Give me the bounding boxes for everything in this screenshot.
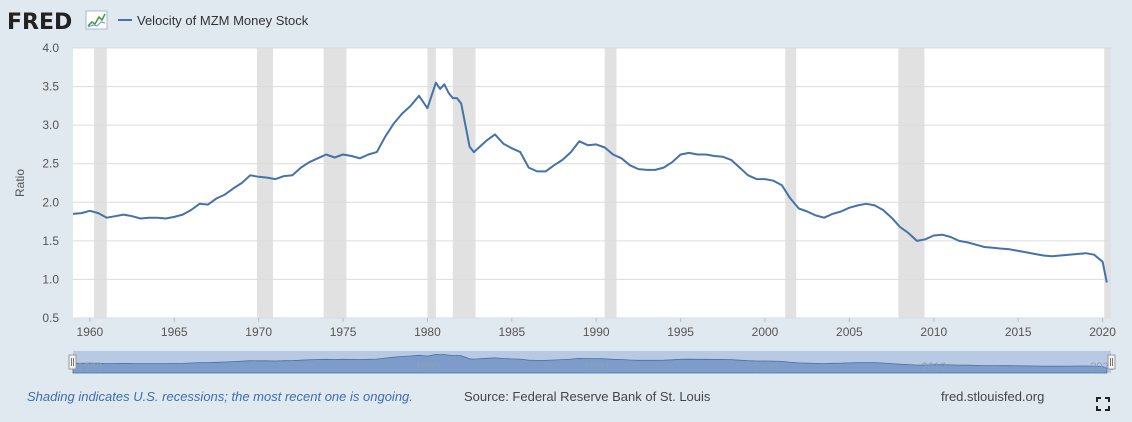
y-tick-label: 2.5 — [42, 157, 59, 171]
fullscreen-icon[interactable] — [1096, 397, 1110, 411]
recession-band-1 — [256, 48, 274, 318]
y-tick-label: 4.0 — [42, 41, 59, 55]
x-tick-label: 1965 — [161, 325, 188, 339]
y-tick-label: 3.5 — [42, 80, 59, 94]
recession-band-0 — [94, 48, 107, 318]
x-tick-label: 2020 — [1089, 325, 1116, 339]
recession-band-4 — [452, 48, 476, 318]
recession-band-5 — [604, 48, 617, 318]
recession-band-7 — [898, 48, 925, 318]
recession-shading — [94, 48, 1111, 318]
recession-band-2 — [323, 48, 347, 318]
x-axis-ticks: 1960 1965 1970 1975 1980 1985 1990 1995 2000 2005… — [77, 318, 1116, 339]
navigator-labels: 1960 1980 1990 2000 2010 2020 — [78, 361, 1115, 373]
y-axis-ticks: 0.5 1.0 1.5 2.0 2.5 3.0 3.5 4.0 — [42, 41, 59, 325]
x-tick-label: 1985 — [498, 325, 525, 339]
navigator-label: 1980 — [415, 361, 439, 373]
x-tick-label: 1980 — [414, 325, 441, 339]
x-tick-label: 2000 — [752, 325, 779, 339]
y-tick-label: 0.5 — [42, 311, 59, 325]
x-tick-label: 2005 — [836, 325, 863, 339]
x-tick-label: 1970 — [245, 325, 272, 339]
navigator-handle-right[interactable] — [1107, 354, 1116, 370]
y-tick-label: 1.0 — [42, 272, 59, 286]
fred-logo[interactable]: FRED — [7, 10, 108, 35]
recession-band-8 — [1104, 48, 1111, 318]
x-tick-label: 1975 — [330, 325, 357, 339]
legend[interactable]: Velocity of MZM Money Stock — [118, 13, 309, 28]
line-chart-icon — [85, 10, 108, 30]
x-tick-label: 2015 — [1005, 325, 1032, 339]
recession-band-6 — [785, 48, 797, 318]
y-tick-label: 2.0 — [42, 195, 59, 209]
fred-logo-text: FRED — [7, 10, 72, 35]
navigator-handle-left[interactable] — [68, 354, 77, 370]
recession-shading-note: Shading indicates U.S. recessions; the m… — [27, 389, 413, 404]
y-axis-label: Ratio — [13, 169, 27, 197]
x-tick-label: 1995 — [667, 325, 694, 339]
x-tick-label: 1960 — [77, 325, 104, 339]
source-note: Source: Federal Reserve Bank of St. Loui… — [464, 389, 711, 404]
navigator-label: 1960 — [78, 361, 102, 373]
y-tick-label: 1.5 — [42, 234, 59, 248]
site-link[interactable]: fred.stlouisfed.org — [941, 389, 1045, 404]
series-line — [72, 81, 1108, 283]
grid-lines — [73, 47, 1111, 319]
plot-area — [73, 48, 1111, 318]
x-tick-label: 1990 — [583, 325, 610, 339]
navigator-label: 2010 — [922, 361, 946, 373]
x-tick-label: 2010 — [920, 325, 947, 339]
legend-series-label: Velocity of MZM Money Stock — [137, 13, 309, 28]
navigator-area — [72, 353, 1108, 374]
y-tick-label: 3.0 — [42, 118, 59, 132]
navigator-label: 2000 — [753, 361, 777, 373]
recession-band-3 — [427, 48, 436, 318]
navigator-label: 1990 — [584, 361, 608, 373]
